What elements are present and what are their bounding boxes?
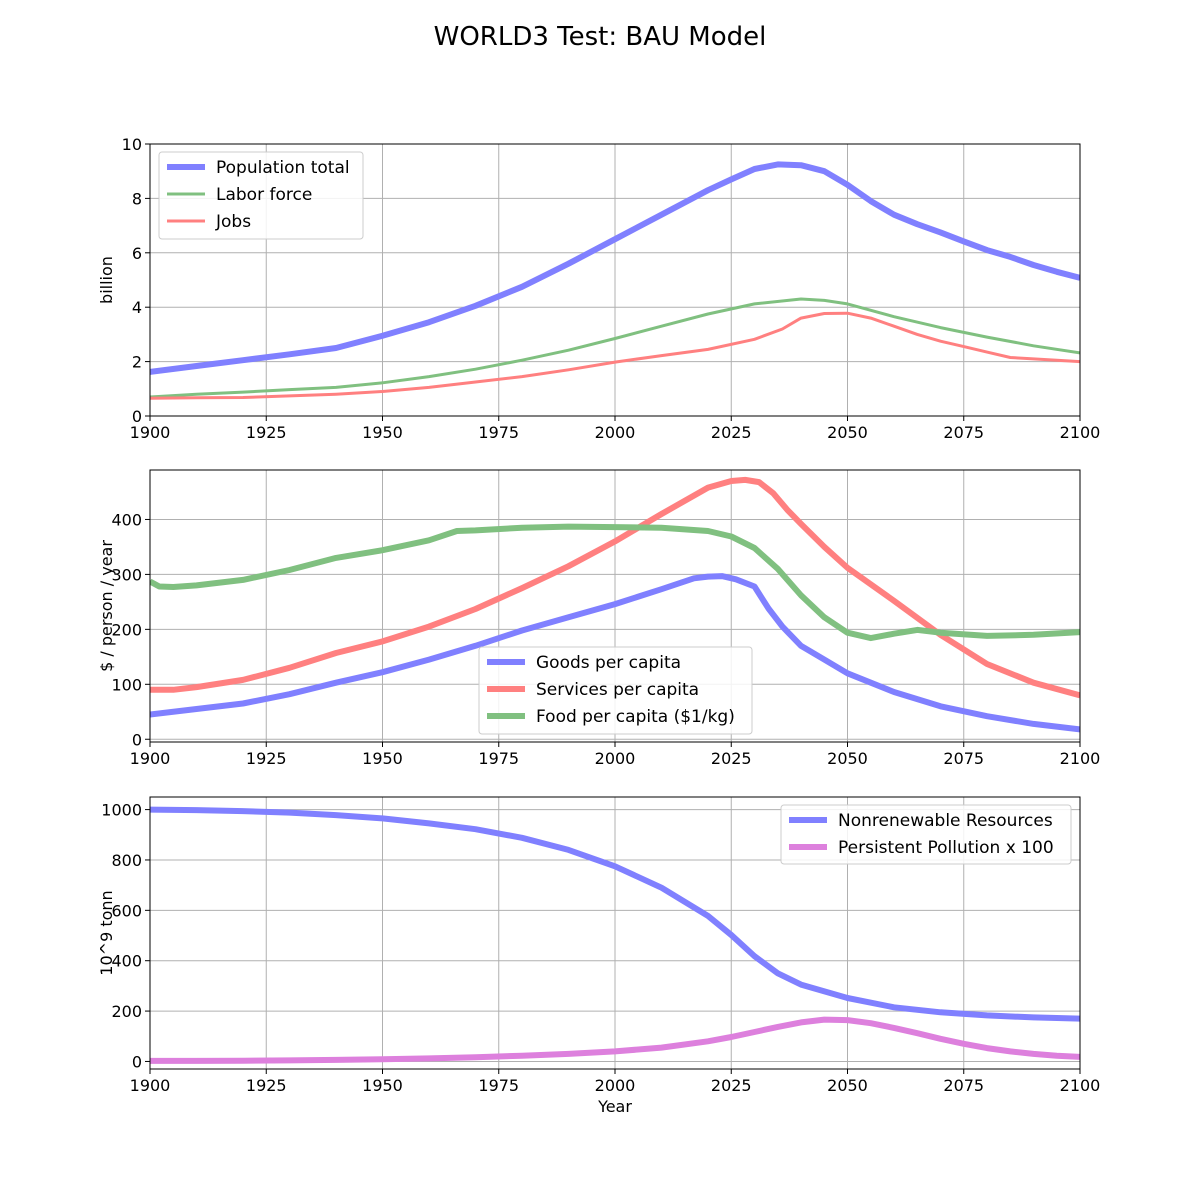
- x-tick-label: 2100: [1060, 749, 1101, 768]
- legend-label-nonrenewable-resources: Nonrenewable Resources: [838, 811, 1053, 831]
- x-tick-label: 1925: [246, 1076, 287, 1095]
- series-line-jobs: [150, 311, 1080, 400]
- x-tick-label: 1900: [130, 423, 171, 442]
- x-tick-label: 2025: [711, 423, 752, 442]
- y-axis-label: $ / person / year: [97, 540, 116, 672]
- y-tick-label: 600: [111, 901, 142, 920]
- y-axis-label: 10^9 tonn: [97, 890, 116, 975]
- x-tick-label: 2100: [1060, 1076, 1101, 1095]
- series-line-goods-per-capita: [150, 573, 1080, 733]
- x-tick-label: 1925: [246, 423, 287, 442]
- y-tick-label: 4: [132, 298, 142, 317]
- y-tick-label: 0: [132, 407, 142, 426]
- series-line-nonrenewable-resources: [150, 806, 1080, 1022]
- legend-label-goods-per-capita: Goods per capita: [536, 653, 681, 673]
- series-group: [150, 806, 1080, 1064]
- legend-label-food-per-capita-1-kg: Food per capita ($1/kg): [536, 707, 735, 727]
- chart-panel-3: 1900 1925 1950 1975 2000 2025 2050 2075 2100 0 200…: [97, 796, 1101, 1116]
- x-tick-label: 2025: [711, 1076, 752, 1095]
- y-tick-label: 10: [122, 135, 142, 154]
- series-line-services-per-capita: [150, 476, 1080, 699]
- x-tick-label: 1925: [246, 749, 287, 768]
- y-tick-label: 6: [132, 244, 142, 263]
- x-tick-label: 2050: [827, 423, 868, 442]
- legend-label-population-total: Population total: [216, 158, 350, 178]
- x-tick-label: 1950: [362, 423, 403, 442]
- series-line-labor-force: [150, 297, 1080, 399]
- legend-label-jobs: Jobs: [215, 212, 251, 232]
- legend: Population total Labor force Jobs: [158, 151, 364, 240]
- x-tick-label: 2075: [943, 1076, 984, 1095]
- x-tick-label: 2000: [595, 423, 636, 442]
- series-group: [150, 161, 1080, 400]
- y-tick-label: 2: [132, 353, 142, 372]
- legend-label-services-per-capita: Services per capita: [536, 680, 699, 700]
- x-axis-label: Year: [597, 1097, 632, 1116]
- chart-panel-1: 1900 1925 1950 1975 2000 2025 2050 2075 2100 0 2 4 6…: [97, 135, 1100, 442]
- chart-panel-2: 1900 1925 1950 1975 2000 2025 2050 2075 2100 0 100…: [97, 469, 1101, 768]
- y-axis-label: billion: [97, 256, 116, 304]
- x-tick-label: 1975: [478, 749, 519, 768]
- legend-box: [780, 804, 1072, 865]
- y-tick-label: 0: [132, 1052, 142, 1071]
- x-tick-label: 1975: [478, 423, 519, 442]
- x-tick-label: 2075: [943, 423, 984, 442]
- y-tick-label: 100: [111, 675, 142, 694]
- x-tick-label: 2075: [943, 749, 984, 768]
- x-tick-label: 2000: [595, 1076, 636, 1095]
- x-tick-label: 1900: [130, 749, 171, 768]
- y-tick-label: 400: [111, 952, 142, 971]
- series-group: [150, 476, 1080, 733]
- x-tick-label: 2100: [1060, 423, 1101, 442]
- y-tick-label: 800: [111, 851, 142, 870]
- x-tick-label: 1950: [362, 749, 403, 768]
- x-tick-label: 1900: [130, 1076, 171, 1095]
- series-line-population-total: [150, 161, 1080, 375]
- y-tick-label: 0: [132, 730, 142, 749]
- figure-title: WORLD3 Test: BAU Model: [434, 22, 767, 52]
- x-tick-label: 2050: [827, 1076, 868, 1095]
- legend: Goods per capita Services per capita Food …: [478, 646, 753, 735]
- charts-container: 1900 1925 1950 1975 2000 2025 2050 2075 21000246…: [97, 135, 1100, 1116]
- x-tick-label: 2025: [711, 749, 752, 768]
- x-tick-label: 2000: [595, 749, 636, 768]
- y-tick-label: 300: [111, 565, 142, 584]
- y-tick-label: 400: [111, 510, 142, 529]
- legend-label-persistent-pollution-x-100: Persistent Pollution x 100: [838, 838, 1054, 858]
- legend-box: [478, 646, 753, 735]
- legend-label-labor-force: Labor force: [216, 185, 312, 205]
- y-tick-label: 200: [111, 620, 142, 639]
- series-line-persistent-pollution-x-100: [150, 1016, 1080, 1064]
- series-line-food-per-capita-1-kg: [150, 523, 1080, 642]
- y-tick-label: 1000: [101, 801, 142, 820]
- legend: Nonrenewable Resources Persistent Polluti…: [780, 804, 1072, 865]
- x-tick-label: 1950: [362, 1076, 403, 1095]
- x-tick-label: 2050: [827, 749, 868, 768]
- y-tick-label: 8: [132, 189, 142, 208]
- legend-box: [158, 151, 364, 240]
- y-tick-label: 200: [111, 1002, 142, 1021]
- x-tick-label: 1975: [478, 1076, 519, 1095]
